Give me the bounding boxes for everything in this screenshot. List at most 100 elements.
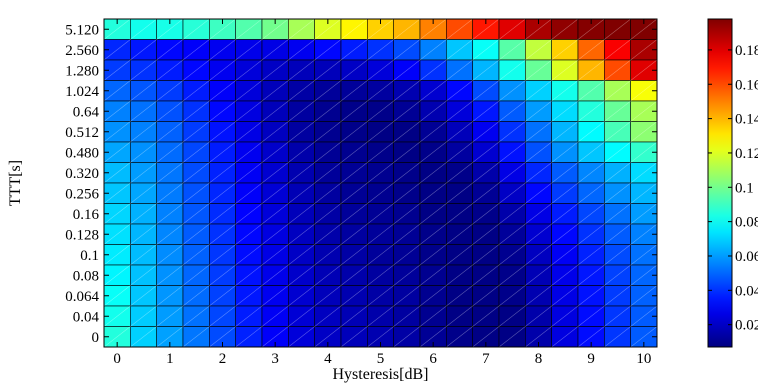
cell-diagonal: [551, 182, 579, 204]
y-tick-label: 0.64: [73, 104, 100, 120]
x-tick-label: 2: [219, 351, 227, 367]
cell-diagonal: [314, 18, 342, 40]
cell-diagonal: [156, 285, 184, 307]
cell-diagonal: [525, 203, 552, 225]
cell-diagonal: [130, 264, 157, 286]
cell-diagonal: [235, 244, 263, 266]
cell-diagonal: [367, 162, 394, 184]
y-tick-label: 0.256: [65, 186, 99, 202]
cell-diagonal: [498, 162, 526, 184]
cell-diagonal: [261, 162, 289, 184]
cell-diagonal: [156, 80, 184, 102]
cell-diagonal: [340, 100, 368, 122]
cell-diagonal: [419, 264, 447, 286]
cell-diagonal: [288, 326, 315, 348]
cell-diagonal: [604, 305, 631, 327]
cell-diagonal: [235, 223, 263, 245]
cell-diagonal: [103, 223, 131, 245]
cell-diagonal: [103, 121, 131, 143]
y-tick-label: 0.08: [73, 268, 99, 284]
cell-diagonal: [261, 285, 289, 307]
y-tick-label: 1.024: [65, 84, 99, 100]
cell-diagonal: [393, 100, 421, 122]
cell-diagonal: [314, 121, 342, 143]
cell-diagonal: [551, 39, 579, 61]
cell-diagonal: [525, 223, 552, 245]
cell-diagonal: [604, 326, 631, 348]
cell-diagonal: [235, 203, 263, 225]
cell-diagonal: [182, 18, 210, 40]
cell-diagonal: [577, 59, 605, 81]
cell-diagonal: [367, 39, 394, 61]
cell-diagonal: [446, 80, 473, 102]
cell-diagonal: [419, 285, 447, 307]
cell-diagonal: [630, 59, 658, 81]
cell-diagonal: [472, 162, 500, 184]
y-tick-label: 0.128: [65, 227, 99, 243]
cell-diagonal: [314, 39, 342, 61]
x-tick-label: 5: [377, 351, 385, 367]
cell-diagonal: [419, 203, 447, 225]
cell-diagonal: [156, 305, 184, 327]
cell-diagonal: [604, 264, 631, 286]
cell-diagonal: [314, 203, 342, 225]
cell-diagonal: [551, 59, 579, 81]
cell-diagonal: [498, 141, 526, 163]
cell-diagonal: [419, 141, 447, 163]
cell-diagonal: [209, 305, 236, 327]
cell-diagonal: [314, 80, 342, 102]
cell-diagonal: [182, 141, 210, 163]
cell-diagonal: [156, 203, 184, 225]
cell-diagonal: [367, 285, 394, 307]
cell-diagonal: [235, 59, 263, 81]
cell-diagonal: [182, 305, 210, 327]
y-axis-label: TTT[s]: [7, 160, 24, 206]
cell-diagonal: [604, 244, 631, 266]
colorbar-tick-label: 0.18: [735, 43, 758, 59]
y-tick-label: 1.280: [65, 63, 99, 79]
cell-diagonal: [551, 121, 579, 143]
cell-diagonal: [577, 121, 605, 143]
cell-diagonal: [288, 121, 315, 143]
cell-diagonal: [209, 141, 236, 163]
cell-diagonal: [288, 305, 315, 327]
cell-diagonal: [446, 285, 473, 307]
cell-diagonal: [498, 100, 526, 122]
cell-diagonal: [130, 59, 157, 81]
cell-diagonal: [577, 18, 605, 40]
cell-diagonal: [604, 223, 631, 245]
cell-diagonal: [577, 80, 605, 102]
cell-diagonal: [446, 264, 473, 286]
cell-diagonal: [235, 162, 263, 184]
cell-diagonal: [103, 100, 131, 122]
cell-diagonal: [393, 182, 421, 204]
cell-diagonal: [209, 203, 236, 225]
cell-diagonal: [577, 39, 605, 61]
cell-diagonal: [261, 305, 289, 327]
cell-diagonal: [419, 39, 447, 61]
cell-diagonal: [182, 244, 210, 266]
cell-diagonal: [103, 264, 131, 286]
cell-diagonal: [340, 203, 368, 225]
cell-diagonal: [314, 141, 342, 163]
cell-diagonal: [630, 18, 658, 40]
x-tick-label: 7: [482, 351, 490, 367]
cell-diagonal: [235, 18, 263, 40]
cell-diagonal: [209, 326, 236, 348]
cell-diagonal: [261, 80, 289, 102]
cell-diagonal: [182, 285, 210, 307]
cell-diagonal: [103, 141, 131, 163]
cell-diagonal: [314, 244, 342, 266]
cell-diagonal: [446, 100, 473, 122]
cell-diagonal: [103, 162, 131, 184]
x-axis-ticks: 0 1 2 3 4 5 6 7 8 9 10: [113, 19, 651, 367]
cell-diagonal: [130, 80, 157, 102]
x-tick-label: 10: [636, 351, 651, 367]
cell-diagonal: [367, 305, 394, 327]
cell-diagonal: [551, 264, 579, 286]
y-tick-label: 0.064: [65, 289, 99, 305]
cell-diagonal: [340, 18, 368, 40]
cell-diagonal: [630, 162, 658, 184]
cell-diagonal: [182, 100, 210, 122]
cell-diagonal: [340, 59, 368, 81]
